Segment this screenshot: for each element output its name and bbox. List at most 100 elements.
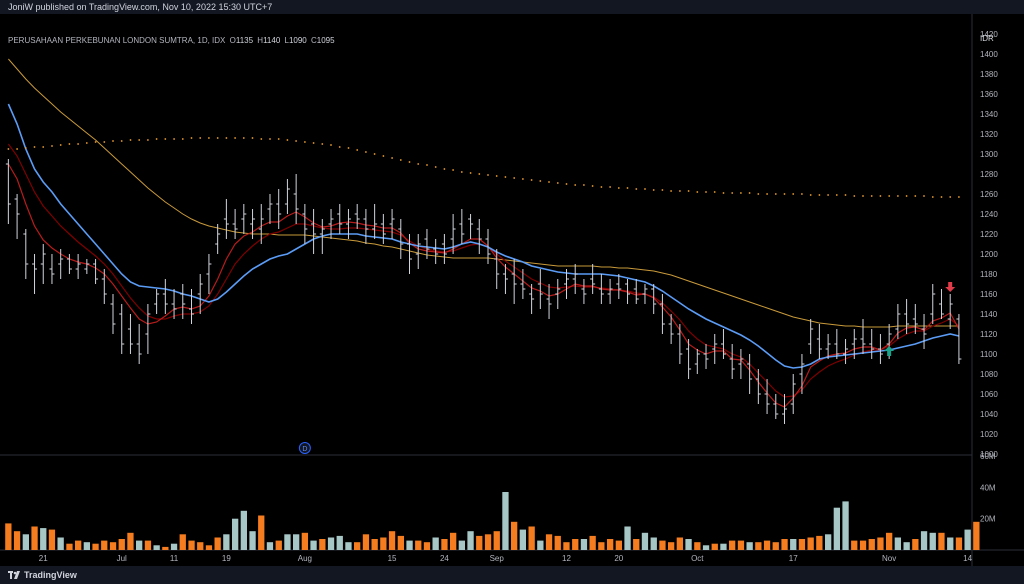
ma-dotted-point xyxy=(33,146,36,148)
ma-dotted-point xyxy=(365,151,367,153)
ma-dotted-point xyxy=(705,191,707,193)
ma-dotted-point xyxy=(844,194,847,196)
ma-dotted-point xyxy=(853,195,856,197)
ma-dotted-point xyxy=(888,195,891,197)
volume-bar xyxy=(528,526,535,550)
ohlc-bar xyxy=(215,224,221,254)
ohlc-bar xyxy=(398,219,404,259)
ma-dotted-point xyxy=(251,137,254,139)
volume-bar xyxy=(66,543,73,550)
ohlc-bar xyxy=(668,314,674,344)
ohlc-bar xyxy=(154,289,160,314)
ma-dotted-point xyxy=(504,176,507,178)
time-tick-label: Aug xyxy=(298,554,312,563)
price-tick-label: 1080 xyxy=(980,370,998,379)
ma-dotted-point xyxy=(591,185,594,187)
volume-bar xyxy=(947,537,954,550)
ohlc-bar xyxy=(93,259,99,284)
price-tick-label: 1320 xyxy=(980,130,998,139)
ohlc-bar xyxy=(485,229,491,264)
ma-dotted-point xyxy=(234,137,237,139)
volume-bar xyxy=(729,540,736,550)
dividend-marker-icon[interactable] xyxy=(298,442,311,454)
volume-bar xyxy=(101,540,108,550)
ma-dotted-point xyxy=(748,192,751,194)
chart-canvas[interactable]: D 10001020104010601080110011201140116011… xyxy=(0,14,1024,566)
volume-bar xyxy=(912,539,919,550)
volume-bar xyxy=(702,545,710,550)
volume-bar xyxy=(877,537,884,550)
ohlc-bar xyxy=(66,254,72,274)
ohlc-bar xyxy=(197,274,203,314)
price-tick-label: 1380 xyxy=(980,70,998,79)
price-tick-label: 1000 xyxy=(980,450,998,459)
ma-dotted-point xyxy=(443,168,446,170)
ohlc-bar xyxy=(337,204,343,234)
volume-bar xyxy=(859,540,867,550)
ohlc-bar xyxy=(511,259,517,304)
ohlc-bar xyxy=(947,294,953,329)
ohlc-bar xyxy=(729,344,735,379)
ohlc-bar xyxy=(407,234,413,274)
time-axis[interactable]: 21 Jul 11 19 Aug 15 24 Sep 12 20 Oct 17 Nov 14 xyxy=(39,554,973,563)
volume-bar xyxy=(467,531,474,550)
price-tick-label: 1360 xyxy=(980,90,998,99)
ohlc-bar xyxy=(319,219,325,254)
ohlc-bar xyxy=(799,354,805,394)
ma-dotted-point xyxy=(809,194,812,196)
volume-bar xyxy=(973,521,980,550)
ma-dotted-point xyxy=(68,143,71,145)
ohlc-bar xyxy=(712,334,718,364)
tradingview-logo-icon xyxy=(8,571,20,579)
ma-dotted-point xyxy=(304,141,306,143)
volume-bar xyxy=(781,539,788,550)
volume-bar xyxy=(249,531,256,550)
ohlc-bar xyxy=(808,319,814,354)
ohlc-bar xyxy=(58,249,64,279)
ma-dotted-point xyxy=(469,172,472,174)
ohlc-bar xyxy=(276,189,282,229)
volume-bar xyxy=(807,537,814,550)
ohlc-bar xyxy=(14,194,20,239)
ohlc-bar xyxy=(180,284,186,319)
ohlc-bar xyxy=(816,324,822,359)
ma-dotted-point xyxy=(42,146,45,148)
volume-bar xyxy=(737,540,745,550)
ma-dotted-point xyxy=(452,169,454,171)
price-axis[interactable]: 1000 1020 1040 1060 1080 1100 1120 1140 1160 1180… xyxy=(980,30,998,459)
volume-bar xyxy=(668,542,675,550)
ohlc-bar xyxy=(895,304,901,339)
ohlc-bar xyxy=(720,329,726,359)
ohlc-bar xyxy=(345,209,351,239)
time-tick-label: 14 xyxy=(963,554,972,563)
close-value: 1095 xyxy=(316,36,335,45)
volume-bar xyxy=(502,492,509,550)
volume-bar xyxy=(345,542,352,550)
volume-bar xyxy=(223,534,230,550)
time-tick-label: Jul xyxy=(117,554,127,563)
volume-bar xyxy=(170,543,178,550)
volume-bar xyxy=(650,537,657,550)
ohlc-bar xyxy=(267,194,273,224)
time-tick-label: Sep xyxy=(490,554,505,563)
ma-dotted-point xyxy=(434,166,437,168)
volume-bar xyxy=(388,531,396,550)
time-tick-label: 19 xyxy=(222,554,231,563)
volume-bar xyxy=(258,515,265,550)
ohlc-bar xyxy=(581,279,587,304)
ohlc-bar xyxy=(250,209,256,239)
volume-bar xyxy=(615,540,622,550)
ohlc-bar xyxy=(241,204,247,234)
ohlc-bar xyxy=(363,209,369,244)
ohlc-bar xyxy=(616,274,622,299)
ma-dotted-point xyxy=(940,196,943,198)
dividend-marker-label: D xyxy=(302,446,307,453)
ohlc-bar xyxy=(764,379,770,414)
time-tick-label: 24 xyxy=(440,554,449,563)
chart-frame[interactable]: D 1000 1020 1040 1060 1080 1100 1120 1140 1160 11… xyxy=(0,14,1024,566)
ohlc-bar xyxy=(938,289,944,319)
volume-bar xyxy=(842,501,849,550)
ohlc-bar xyxy=(40,244,46,284)
volume-bar xyxy=(833,507,840,550)
volume-bar xyxy=(397,535,404,550)
